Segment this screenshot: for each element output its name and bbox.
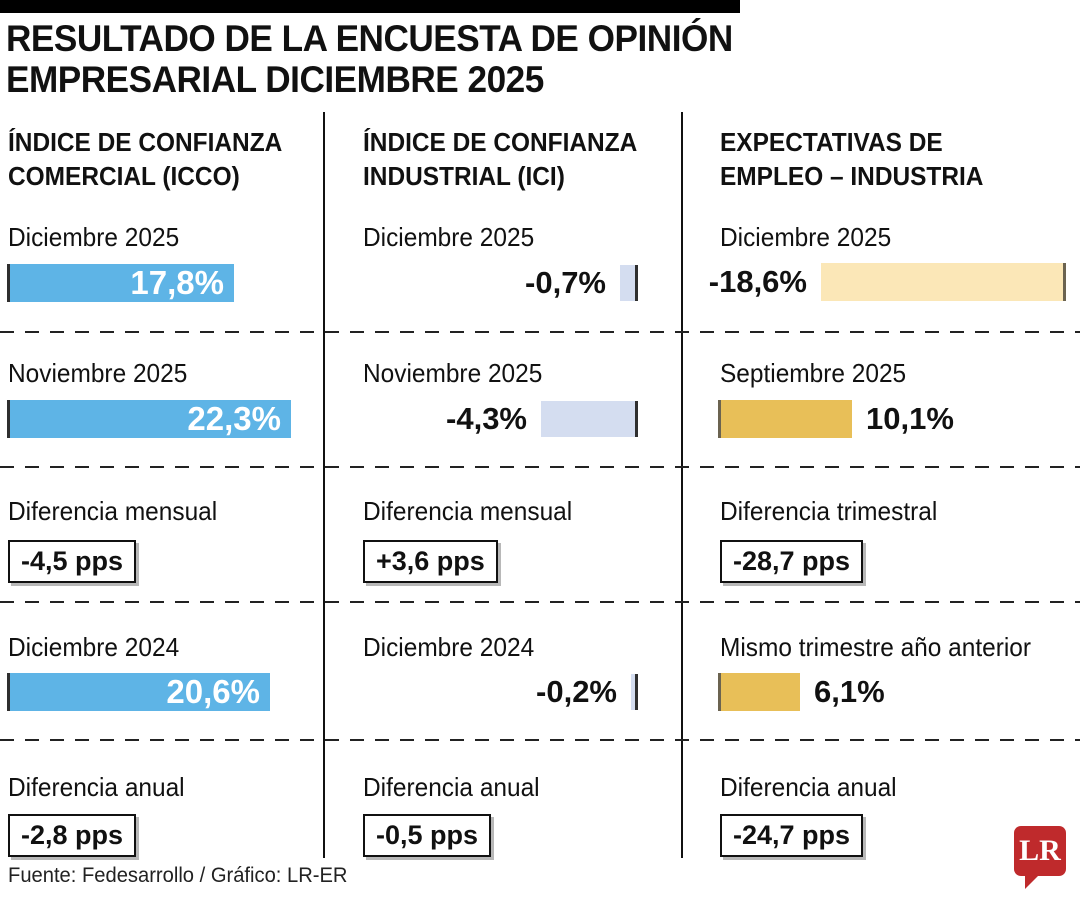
- bar-fill: 17,8%: [10, 264, 234, 302]
- diff-value: -2,8 pps: [21, 820, 124, 850]
- row-label: Diciembre 2025: [8, 222, 180, 252]
- bar-fill: [620, 265, 635, 301]
- column-header-ici-line2: INDUSTRIAL (ICI): [363, 160, 565, 191]
- row-label: Diferencia anual: [363, 772, 540, 802]
- bar-value: 20,6%: [166, 673, 260, 710]
- bar-fill: [541, 401, 635, 437]
- zero-axis: [1063, 263, 1066, 301]
- bar-value: 6,1%: [814, 674, 885, 709]
- diff-value: +3,6 pps: [376, 546, 485, 576]
- bar-empleo-septiembre-2025: 10,1%: [718, 400, 1066, 438]
- zero-axis: [7, 400, 10, 438]
- column-header-empleo-line1: EXPECTATIVAS DE: [720, 127, 943, 157]
- lr-logo-text: LR: [1019, 834, 1061, 867]
- row-separator-4: [0, 739, 1080, 741]
- bar-empleo-diciembre-2025: -18,6%: [709, 263, 1066, 301]
- diff-value: -4,5 pps: [21, 546, 124, 576]
- row-label: Diferencia anual: [720, 772, 897, 802]
- bar-ici-diciembre-2024: -0,2%: [363, 674, 675, 710]
- column-header-empleo: EXPECTATIVAS DE EMPLEO – INDUSTRIA: [720, 126, 983, 194]
- bar-empleo-mismo-trimestre: 6,1%: [718, 673, 1066, 711]
- row-label: Mismo trimestre año anterior: [720, 632, 1032, 662]
- diff-value: -0,5 pps: [376, 820, 479, 850]
- page-title-line2: EMPRESARIAL DICIEMBRE 2025: [6, 59, 544, 101]
- zero-axis: [718, 400, 721, 438]
- row-label: Diferencia trimestral: [720, 496, 938, 526]
- diff-box-ici-anual: -0,5 pps: [363, 814, 492, 857]
- page-title-line1: RESULTADO DE LA ENCUESTA DE OPINIÓN: [6, 18, 733, 59]
- row-separator-1: [0, 331, 1080, 333]
- row-label: Diciembre 2025: [720, 222, 892, 252]
- lr-logo: LR: [1014, 826, 1066, 889]
- bar-value: -0,2%: [536, 674, 617, 709]
- bar-icco-diciembre-2025: 17,8%: [5, 264, 320, 302]
- bar-fill: [721, 673, 800, 711]
- bar-fill: 20,6%: [10, 673, 270, 711]
- column-header-ici: ÍNDICE DE CONFIANZA INDUSTRIAL (ICI): [363, 126, 637, 194]
- bar-ici-noviembre-2025: -4,3%: [363, 401, 675, 437]
- diff-box-icco-anual: -2,8 pps: [8, 814, 137, 857]
- row-label: Diciembre 2024: [8, 632, 180, 662]
- zero-axis: [635, 674, 638, 710]
- bar-value: -4,3%: [446, 401, 527, 436]
- row-label: Diferencia mensual: [8, 496, 218, 526]
- zero-axis: [7, 264, 10, 302]
- column-header-icco: ÍNDICE DE CONFIANZA COMERCIAL (ICCO): [8, 126, 282, 194]
- diff-box-empleo-trimestral: -28,7 pps: [720, 540, 864, 583]
- row-label: Noviembre 2025: [8, 358, 188, 388]
- lr-logo-tail: [1025, 874, 1040, 889]
- bar-fill: [631, 674, 635, 710]
- row-label: Diciembre 2024: [363, 632, 535, 662]
- bar-ici-diciembre-2025: -0,7%: [363, 265, 675, 301]
- bar-value: 22,3%: [187, 400, 281, 437]
- lr-logo-bubble: LR: [1014, 826, 1066, 876]
- bar-value: 10,1%: [866, 401, 954, 436]
- bar-value: -0,7%: [525, 265, 606, 300]
- row-label: Noviembre 2025: [363, 358, 543, 388]
- row-label: Diciembre 2025: [363, 222, 535, 252]
- column-header-ici-line1: ÍNDICE DE CONFIANZA: [363, 127, 638, 157]
- row-label: Septiembre 2025: [720, 358, 907, 388]
- bar-fill: [821, 263, 1063, 301]
- page-title: RESULTADO DE LA ENCUESTA DE OPINIÓN EMPR…: [6, 18, 733, 101]
- diff-value: -24,7 pps: [733, 820, 851, 850]
- zero-axis: [635, 265, 638, 301]
- column-header-icco-line2: COMERCIAL (ICCO): [8, 160, 240, 191]
- source-credit: Fuente: Fedesarrollo / Gráfico: LR-ER: [8, 864, 348, 887]
- bar-value: -18,6%: [708, 264, 807, 299]
- diff-box-empleo-anual: -24,7 pps: [720, 814, 864, 857]
- diff-box-icco-mensual: -4,5 pps: [8, 540, 137, 583]
- zero-axis: [635, 401, 638, 437]
- column-header-icco-line1: ÍNDICE DE CONFIANZA: [8, 127, 283, 157]
- bar-icco-diciembre-2024: 20,6%: [5, 673, 320, 711]
- zero-axis: [718, 673, 721, 711]
- bar-value: 17,8%: [130, 264, 224, 301]
- column-divider-1: [323, 112, 325, 858]
- diff-value: -28,7 pps: [733, 546, 851, 576]
- column-divider-2: [681, 112, 683, 858]
- bar-icco-noviembre-2025: 22,3%: [5, 400, 320, 438]
- row-separator-3: [0, 601, 1080, 603]
- zero-axis: [7, 673, 10, 711]
- top-accent-bar: [0, 0, 740, 13]
- column-header-empleo-line2: EMPLEO – INDUSTRIA: [720, 160, 984, 191]
- row-label: Diferencia mensual: [363, 496, 573, 526]
- row-label: Diferencia anual: [8, 772, 185, 802]
- row-separator-2: [0, 466, 1080, 468]
- bar-fill: [721, 400, 852, 438]
- diff-box-ici-mensual: +3,6 pps: [363, 540, 498, 583]
- bar-fill: 22,3%: [10, 400, 291, 438]
